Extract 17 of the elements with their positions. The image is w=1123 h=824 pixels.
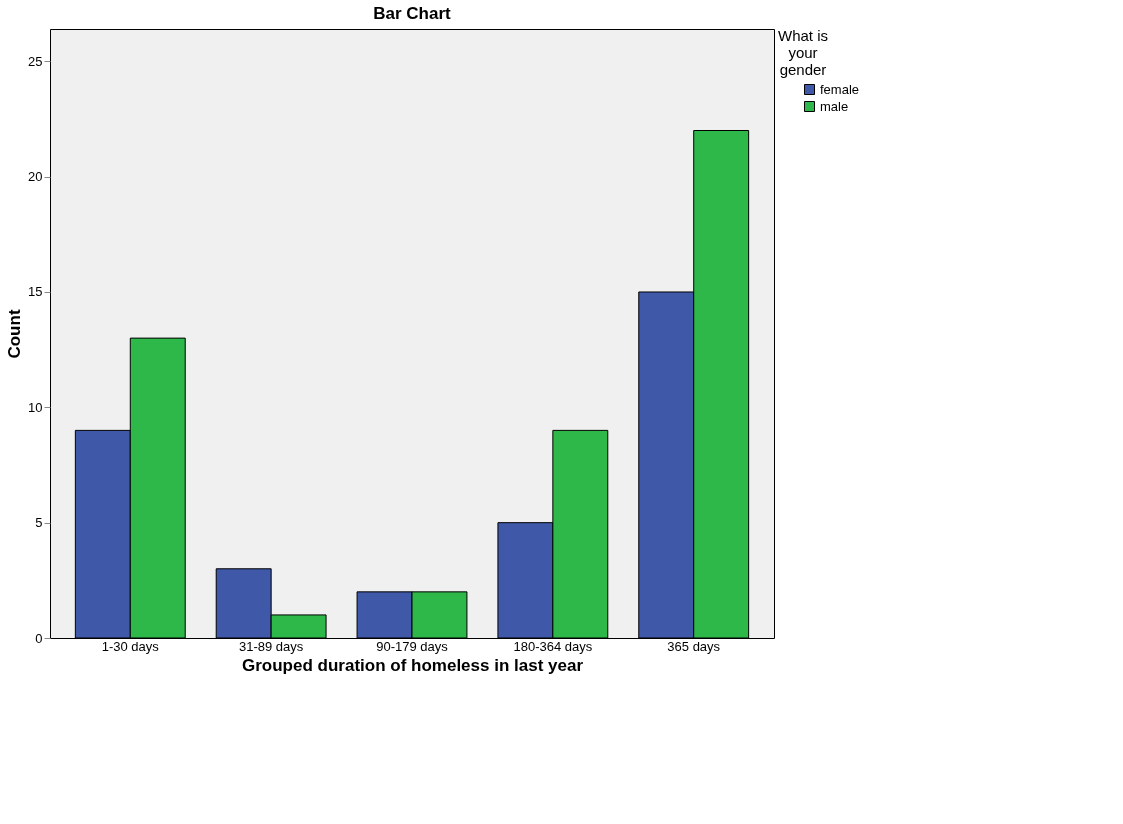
y-tick-label: 25 [28, 53, 43, 69]
y-tick-label: 10 [28, 399, 43, 415]
legend-label: male [820, 98, 849, 114]
legend-title: What is your gender [777, 27, 829, 78]
legend-label: female [820, 81, 860, 97]
y-axis-title: Count [5, 309, 25, 359]
x-tick-label: 90-179 days [376, 638, 449, 654]
x-tick-label: 180-364 days [513, 638, 593, 654]
x-axis-title: Grouped duration of homeless in last year [241, 655, 584, 675]
x-tick-label: 31-89 days [238, 638, 304, 654]
y-tick-label: 20 [28, 169, 43, 185]
y-tick-label: 0 [35, 630, 43, 646]
y-tick-label: 5 [35, 515, 43, 531]
x-tick-label: 1-30 days [101, 638, 160, 654]
x-tick-label: 365 days [667, 638, 721, 654]
y-tick-label: 15 [28, 284, 43, 300]
chart-title: Bar Chart [373, 4, 452, 23]
